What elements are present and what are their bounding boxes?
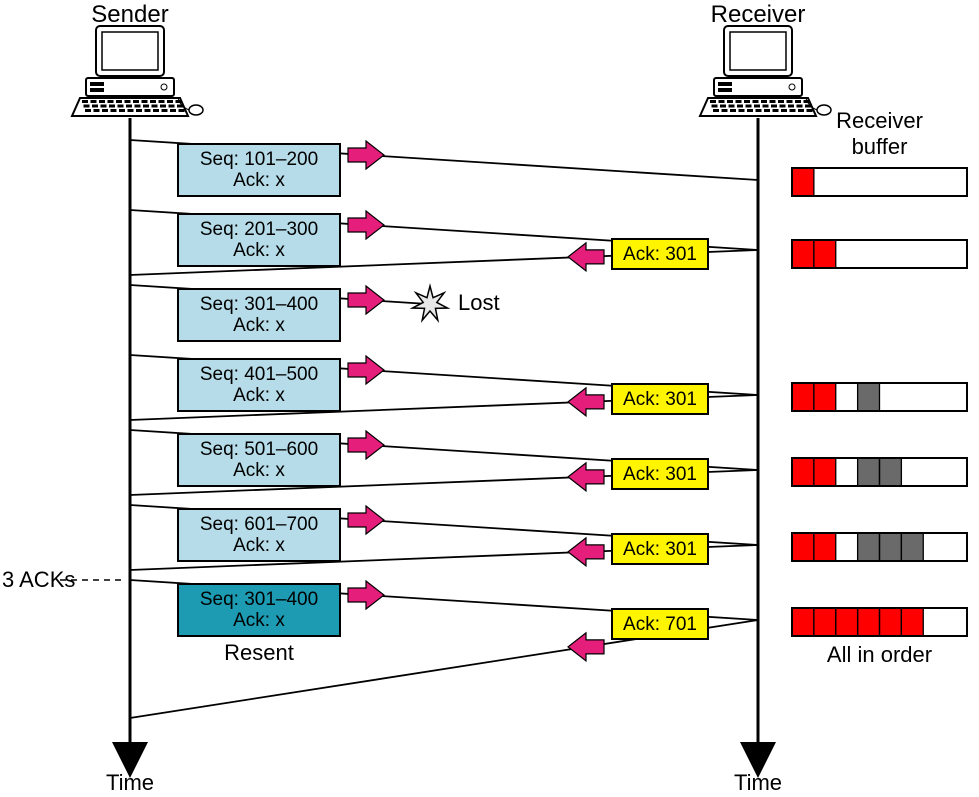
svg-text:Ack: x: Ack: x	[233, 460, 285, 481]
arrow-right-icon	[348, 431, 384, 459]
segment: Seq: 101–200Ack: x	[178, 144, 340, 196]
svg-text:Ack: x: Ack: x	[233, 385, 285, 406]
svg-text:Ack: 301: Ack: 301	[623, 539, 697, 560]
computer-icon	[72, 26, 203, 116]
svg-text:Ack: x: Ack: x	[233, 315, 285, 336]
arrow-left-icon	[568, 243, 604, 271]
arrow-right-icon	[348, 356, 384, 384]
arrow-left-icon	[568, 388, 604, 416]
segment: Seq: 301–400Ack: x	[178, 289, 340, 341]
buffer-row	[792, 383, 967, 411]
svg-text:Seq: 301–400: Seq: 301–400	[200, 589, 318, 610]
label-lost: Lost	[458, 290, 500, 315]
label-sender: Sender	[91, 1, 168, 28]
svg-text:buffer: buffer	[852, 134, 908, 159]
arrow-left-icon	[568, 633, 604, 661]
arrow-left-icon	[568, 538, 604, 566]
label-all-in-order: All in order	[827, 642, 932, 667]
label-time-left: Time	[106, 770, 154, 795]
svg-text:Seq: 201–300: Seq: 201–300	[200, 219, 318, 240]
svg-text:Seq: 501–600: Seq: 501–600	[200, 439, 318, 460]
arrow-right-icon	[348, 141, 384, 169]
arrow-left-icon	[568, 463, 604, 491]
svg-text:Ack: 301: Ack: 301	[623, 389, 697, 410]
segment: Seq: 401–500Ack: x	[178, 359, 340, 411]
svg-text:Ack: x: Ack: x	[233, 240, 285, 261]
segment: Seq: 601–700Ack: x	[178, 509, 340, 561]
svg-text:Ack: x: Ack: x	[233, 170, 285, 191]
buffer-row	[792, 608, 967, 636]
svg-text:Seq: 301–400: Seq: 301–400	[200, 294, 318, 315]
arrow-right-icon	[348, 581, 384, 609]
ack: Ack: 301	[612, 239, 708, 269]
ack: Ack: 301	[612, 534, 708, 564]
label-receiver-buffer: Receiver	[836, 108, 923, 133]
buffer-row	[792, 533, 967, 561]
ack: Ack: 301	[612, 384, 708, 414]
arrow-right-icon	[348, 286, 384, 314]
svg-text:Seq: 401–500: Seq: 401–500	[200, 364, 318, 385]
segment-resent: Seq: 301–400Ack: x	[178, 584, 340, 636]
label-3acks: 3 ACKs	[2, 567, 75, 592]
ack: Ack: 701	[612, 609, 708, 639]
arrow-right-icon	[348, 211, 384, 239]
label-time-right: Time	[734, 770, 782, 795]
svg-text:Ack: x: Ack: x	[233, 610, 285, 631]
buffer-row	[792, 168, 967, 196]
segment: Seq: 201–300Ack: x	[178, 214, 340, 266]
label-receiver: Receiver	[711, 1, 806, 28]
computer-icon	[700, 26, 831, 116]
svg-text:Ack: 301: Ack: 301	[623, 464, 697, 485]
svg-text:Ack: 301: Ack: 301	[623, 244, 697, 265]
arrow-right-icon	[348, 506, 384, 534]
tcp-fast-retransmit-diagram: SenderReceiverTimeTimeReceiverbufferSeq:…	[0, 0, 979, 797]
svg-text:Ack: 701: Ack: 701	[623, 614, 697, 635]
svg-text:Ack: x: Ack: x	[233, 535, 285, 556]
svg-text:Seq: 101–200: Seq: 101–200	[200, 149, 318, 170]
label-resent: Resent	[224, 640, 294, 665]
buffer-row	[792, 240, 967, 268]
ack: Ack: 301	[612, 459, 708, 489]
segment: Seq: 501–600Ack: x	[178, 434, 340, 486]
buffer-row	[792, 458, 967, 486]
svg-text:Seq: 601–700: Seq: 601–700	[200, 514, 318, 535]
